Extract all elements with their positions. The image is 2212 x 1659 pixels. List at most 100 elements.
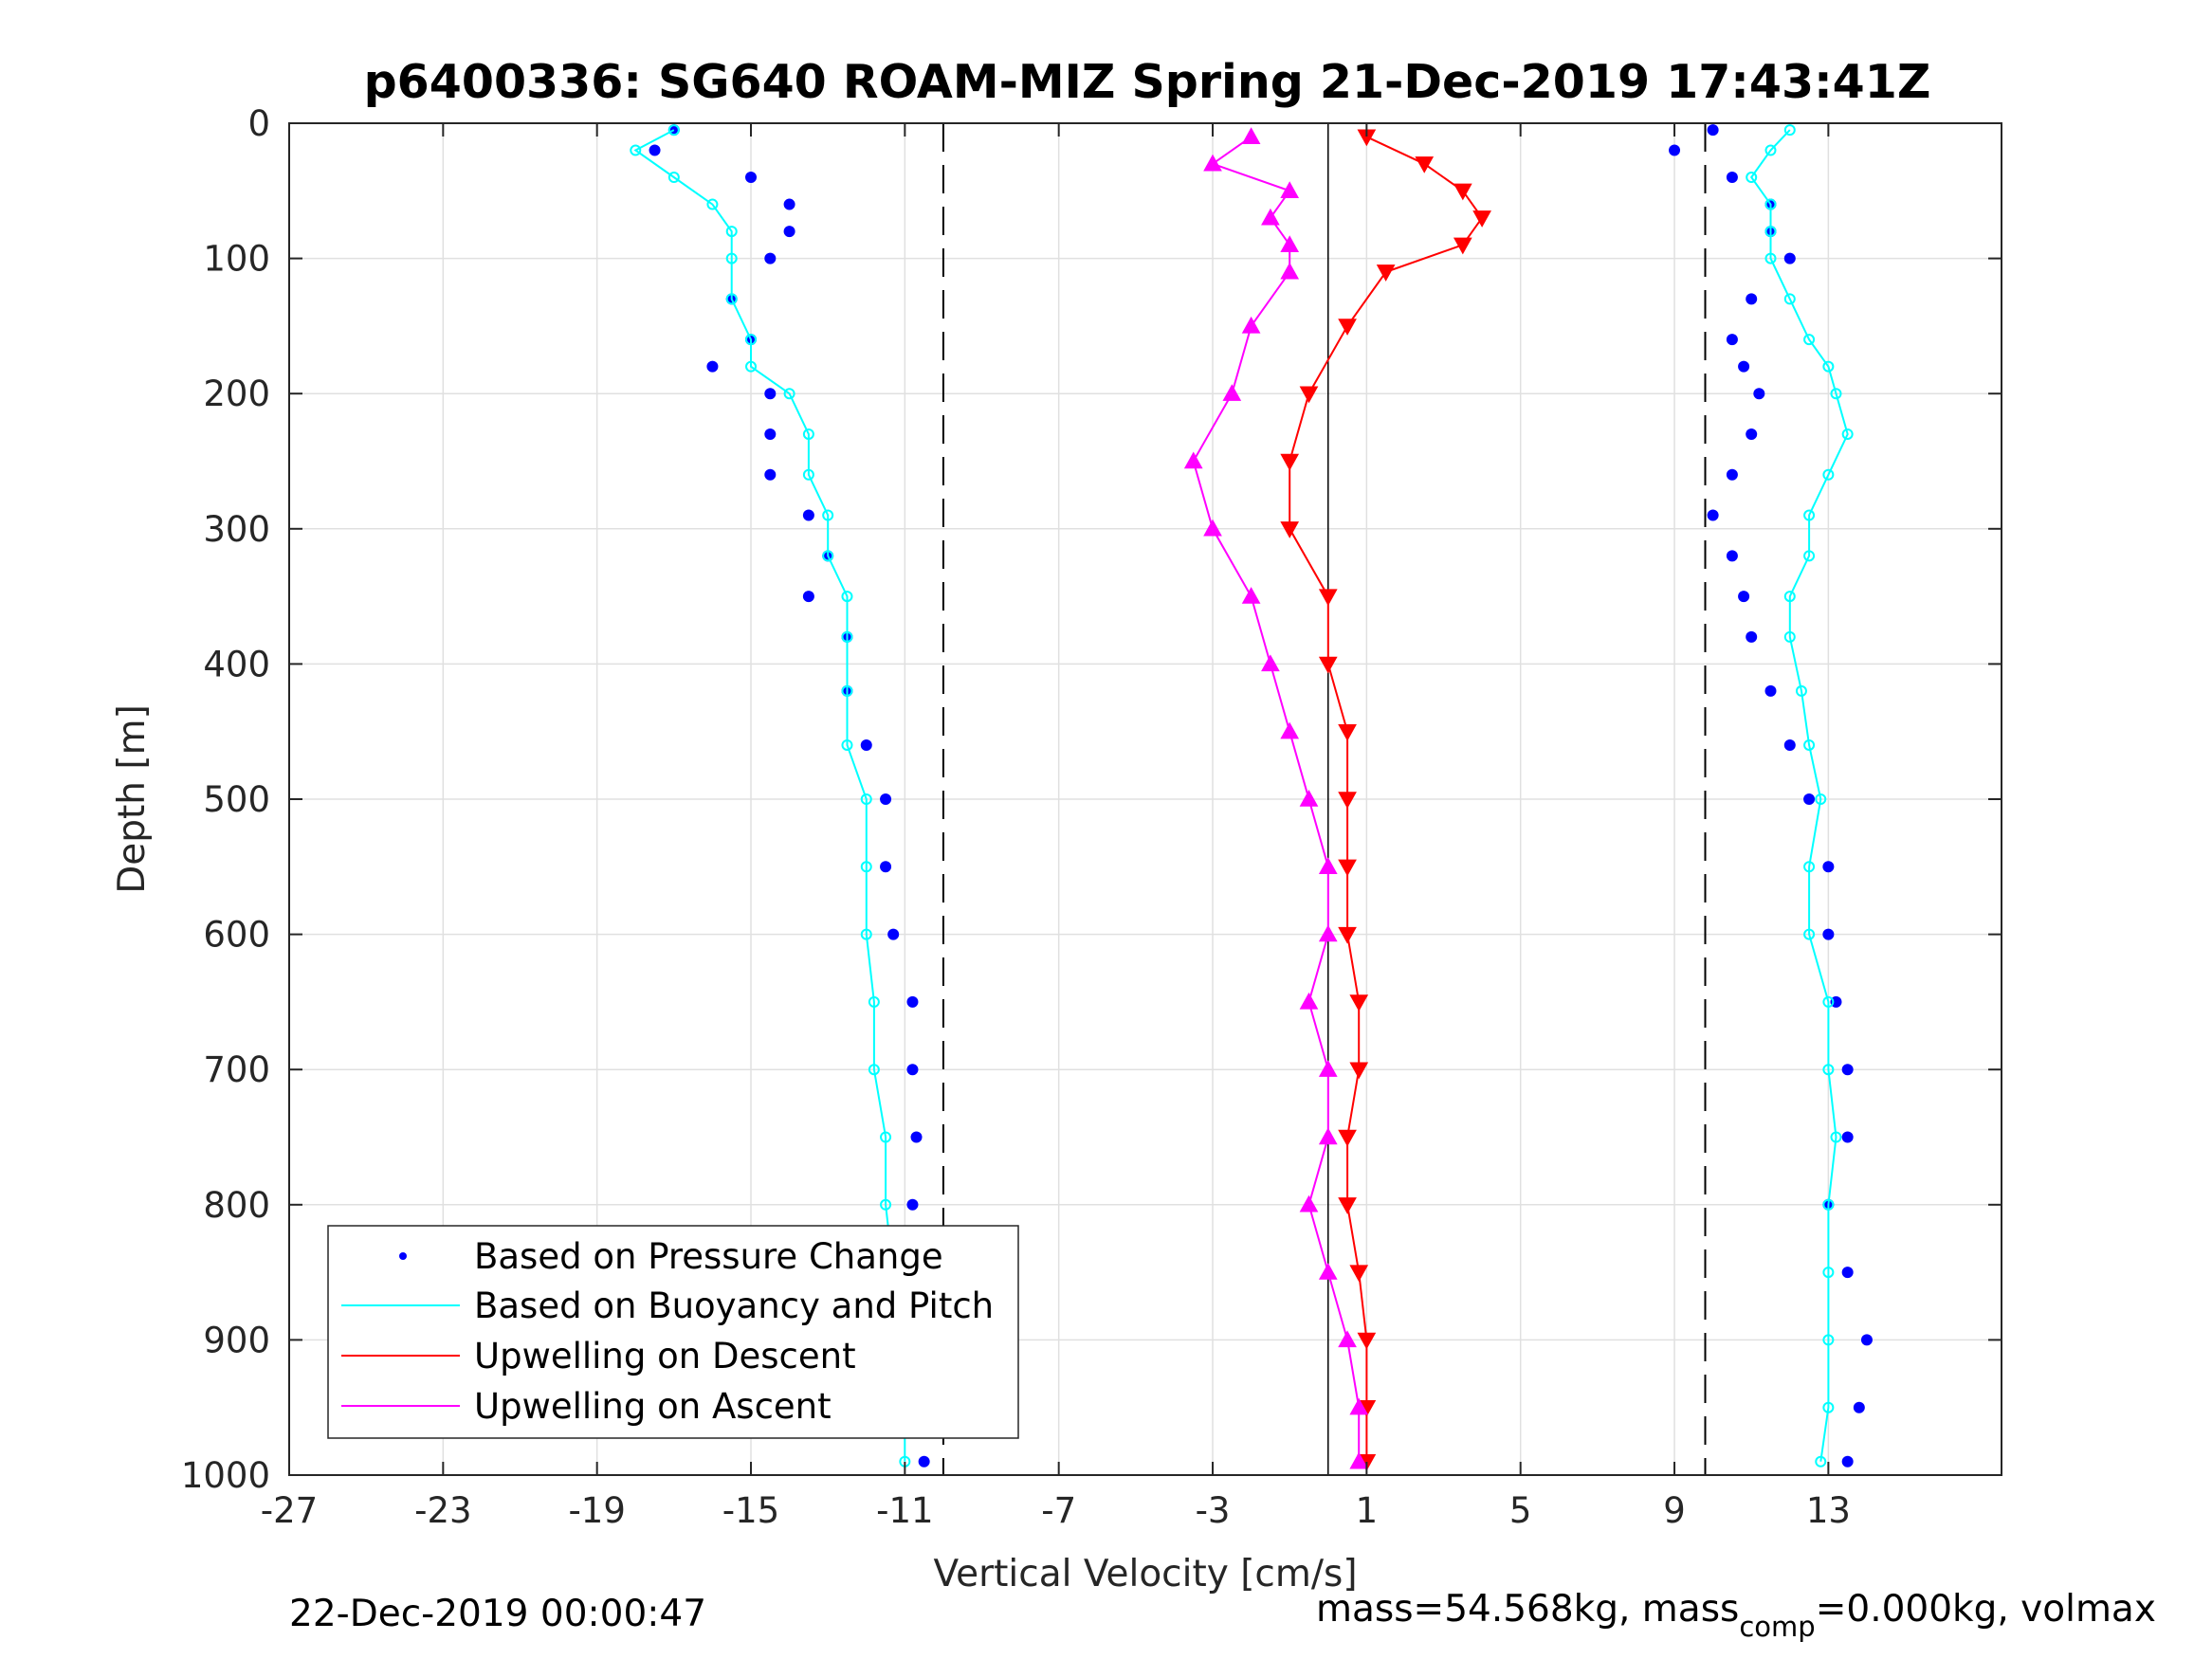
buoyancy-point — [745, 334, 758, 346]
buoyancy-point — [1803, 738, 1816, 751]
pressure-point — [1669, 144, 1681, 156]
buoyancy-point — [1764, 198, 1777, 210]
x-tick-label: -7 — [1041, 1490, 1076, 1531]
ascent-upwelling-point — [1349, 1397, 1369, 1415]
pressure-point — [1822, 928, 1835, 940]
buoyancy-point — [868, 1064, 880, 1076]
pressure-point — [1746, 293, 1758, 305]
pressure-point — [906, 1198, 919, 1211]
descent-upwelling-point — [1318, 656, 1338, 674]
buoyancy-point — [841, 684, 853, 697]
buoyancy-point — [725, 293, 738, 305]
pressure-point — [1841, 1064, 1854, 1076]
descent-upwelling-point — [1338, 792, 1357, 810]
pressure-point — [1841, 1267, 1854, 1279]
y-tick-label: 600 — [203, 915, 270, 956]
x-tick-label: -23 — [414, 1490, 471, 1531]
buoyancy-point — [1830, 1131, 1842, 1143]
buoyancy-point — [1822, 1267, 1835, 1279]
pressure-point — [1738, 591, 1750, 603]
x-axis-label: Vertical Velocity [cm/s] — [933, 1553, 1357, 1595]
ascent-upwelling-point — [1203, 154, 1222, 172]
x-tick-label: -19 — [568, 1490, 625, 1531]
descent-upwelling-point — [1349, 994, 1369, 1012]
footer-mass-info: mass=54.568kg, masscomp=0.000kg, volmax — [1316, 1588, 2156, 1643]
pressure-point — [918, 1455, 930, 1468]
descent-upwelling-point — [1349, 1265, 1369, 1283]
pressure-point — [783, 226, 795, 238]
legend: Based on Pressure Change Based on Buoyan… — [327, 1225, 1019, 1439]
pressure-point — [1726, 172, 1738, 184]
series-1 — [630, 124, 1854, 1468]
buoyancy-point — [1822, 1198, 1835, 1211]
pressure-point — [1746, 428, 1758, 440]
descent-upwelling-point — [1338, 724, 1357, 741]
x-tick-label: -27 — [261, 1490, 318, 1531]
buoyancy-point — [868, 995, 880, 1008]
footer-mass-suffix: =0.000kg, volmax — [1816, 1588, 2156, 1631]
buoyancy-point — [1746, 172, 1758, 184]
buoyancy-point — [630, 144, 642, 156]
pressure-point — [887, 928, 900, 940]
series-3 — [1183, 127, 1369, 1469]
ascent-upwelling-point — [1318, 924, 1338, 942]
y-tick-label: 300 — [203, 509, 270, 550]
buoyancy-point — [706, 198, 719, 210]
pressure-point — [1860, 1334, 1873, 1346]
ascent-upwelling-point — [1318, 857, 1338, 874]
descent-upwelling-point — [1338, 1197, 1357, 1214]
pressure-point — [764, 252, 777, 264]
buoyancy-point — [1795, 684, 1807, 697]
buoyancy-point — [1783, 591, 1796, 603]
pressure-point — [1726, 550, 1738, 562]
pressure-point — [906, 995, 919, 1008]
pressure-point — [764, 388, 777, 400]
x-tick-label: -3 — [1196, 1490, 1231, 1531]
descent-upwelling-point — [1376, 264, 1396, 282]
pressure-point — [802, 591, 814, 603]
buoyancy-point — [1841, 428, 1854, 440]
buoyancy-point — [783, 388, 795, 400]
ascent-upwelling-point — [1318, 1127, 1338, 1145]
pressure-point — [880, 793, 892, 805]
x-axis-ticks: -27 -23 -19 -15 -11 -7 -3 1 5 9 13 — [261, 123, 1851, 1531]
descent-upwelling-point — [1280, 453, 1300, 471]
ascent-upwelling-point — [1349, 1451, 1369, 1469]
ascent-upwelling-point — [1241, 127, 1261, 144]
descent-upwelling-point — [1318, 589, 1338, 607]
buoyancy-point — [802, 428, 814, 440]
buoyancy-point — [1803, 928, 1816, 940]
buoyancy-point — [1822, 1401, 1835, 1413]
pressure-point — [1841, 1455, 1854, 1468]
descent-upwelling-point — [1357, 1332, 1377, 1350]
pressure-point — [706, 360, 719, 373]
buoyancy-point — [1822, 995, 1835, 1008]
ascent-upwelling-point — [1299, 992, 1319, 1010]
pressure-point — [649, 144, 661, 156]
pressure-point — [1764, 684, 1777, 697]
buoyancy-point — [667, 124, 680, 137]
buoyancy-point — [1822, 1334, 1835, 1346]
buoyancy-point — [1815, 793, 1827, 805]
pressure-point — [1707, 124, 1719, 137]
pressure-point — [764, 428, 777, 440]
pressure-point — [783, 198, 795, 210]
ascent-upwelling-point — [1318, 1263, 1338, 1280]
pressure-point — [802, 509, 814, 521]
buoyancy-point — [860, 928, 872, 940]
ascent-upwelling-line — [1192, 136, 1361, 1462]
descent-upwelling-point — [1349, 1062, 1369, 1080]
legend-box — [327, 1225, 1019, 1439]
pressure-point — [880, 861, 892, 873]
pressure-point — [745, 172, 758, 184]
pressure-point — [764, 468, 777, 481]
x-tick-label: 1 — [1356, 1490, 1379, 1531]
ascent-upwelling-point — [1280, 181, 1300, 198]
x-tick-label: -15 — [722, 1490, 779, 1531]
descent-upwelling-point — [1453, 183, 1472, 201]
x-tick-label: -11 — [876, 1490, 933, 1531]
ascent-upwelling-point — [1280, 262, 1300, 280]
pressure-point — [860, 738, 872, 751]
buoyancy-point — [1783, 293, 1796, 305]
pressure-point — [1783, 738, 1796, 751]
